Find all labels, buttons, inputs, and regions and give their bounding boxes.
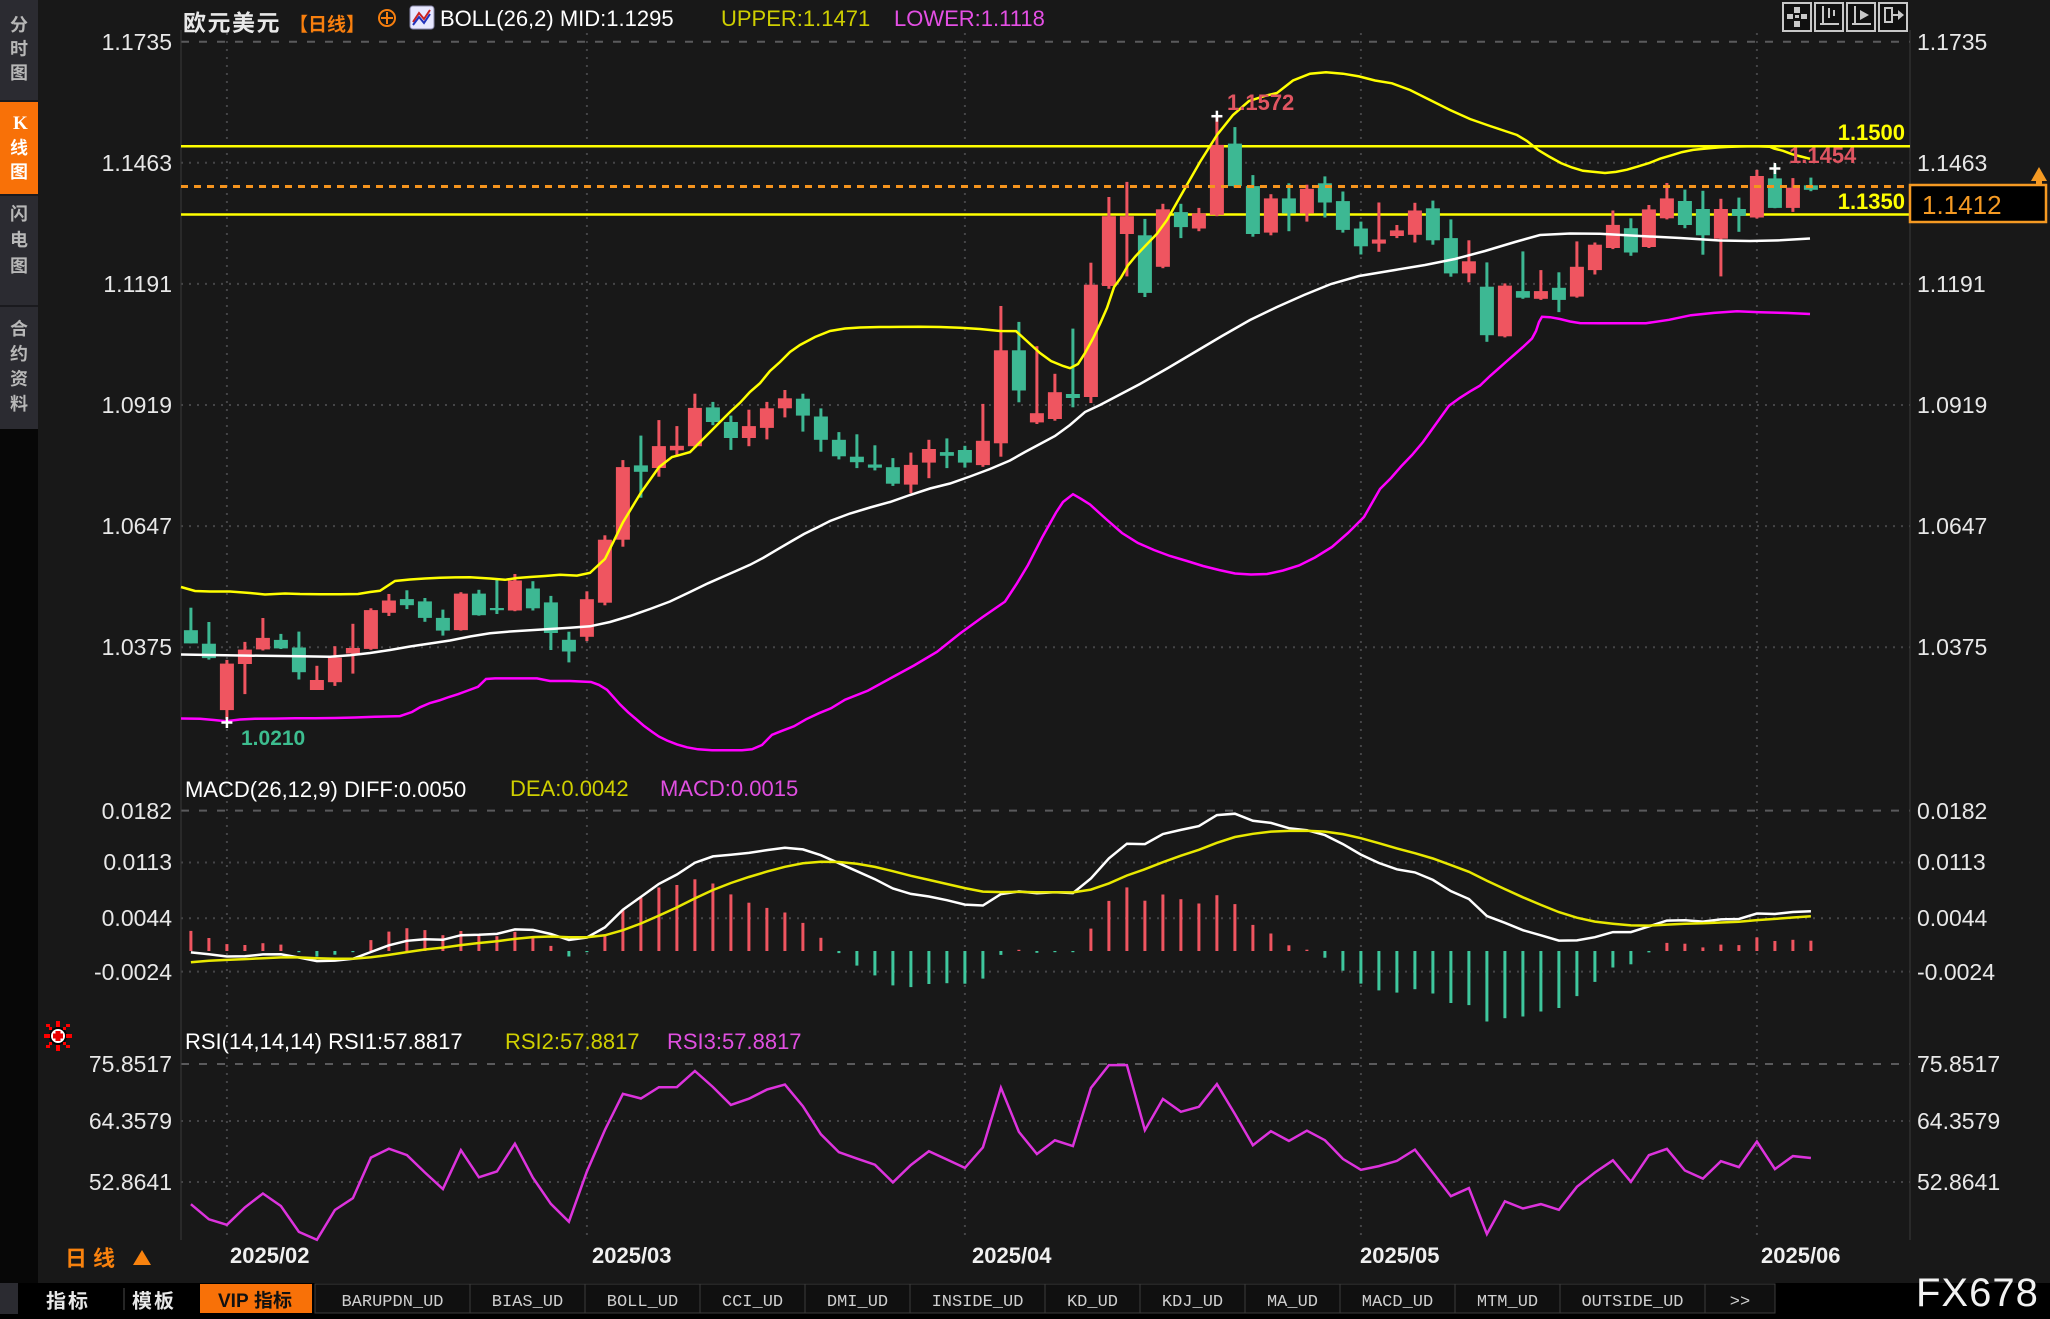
svg-text:1.1412: 1.1412: [1922, 190, 2002, 220]
svg-text:1.0919: 1.0919: [102, 392, 172, 418]
svg-text:0.0182: 0.0182: [102, 798, 172, 824]
svg-text:1.1463: 1.1463: [102, 150, 172, 176]
svg-text:2025/05: 2025/05: [1360, 1243, 1440, 1268]
svg-text:MA_UD: MA_UD: [1267, 1293, 1318, 1312]
svg-text:RSI2:57.8817: RSI2:57.8817: [505, 1029, 640, 1054]
svg-text:BIAS_UD: BIAS_UD: [492, 1293, 563, 1312]
svg-text:1.1350: 1.1350: [1838, 189, 1905, 214]
svg-text:75.8517: 75.8517: [1917, 1051, 2000, 1077]
svg-text:1.0647: 1.0647: [102, 513, 172, 539]
svg-text:>>: >>: [1730, 1293, 1750, 1312]
svg-text:OUTSIDE_UD: OUTSIDE_UD: [1581, 1293, 1683, 1312]
svg-text:1.1463: 1.1463: [1917, 150, 1987, 176]
svg-text:UPPER:1.1471: UPPER:1.1471: [721, 6, 870, 31]
svg-text:INSIDE_UD: INSIDE_UD: [932, 1293, 1024, 1312]
svg-text:MTM_UD: MTM_UD: [1477, 1293, 1538, 1312]
svg-text:MACD:0.0015: MACD:0.0015: [660, 776, 798, 801]
svg-text:-0.0024: -0.0024: [1917, 959, 1995, 985]
svg-text:DMI_UD: DMI_UD: [827, 1293, 888, 1312]
svg-text:KD_UD: KD_UD: [1067, 1293, 1118, 1312]
svg-text:64.3579: 64.3579: [1917, 1108, 2000, 1134]
svg-text:0.0044: 0.0044: [102, 905, 173, 931]
svg-text:52.8641: 52.8641: [1917, 1169, 2000, 1195]
svg-text:1.1500: 1.1500: [1838, 120, 1905, 145]
svg-text:52.8641: 52.8641: [89, 1169, 172, 1195]
svg-text:1.0375: 1.0375: [102, 634, 172, 660]
svg-text:KDJ_UD: KDJ_UD: [1162, 1293, 1223, 1312]
svg-text:BARUPDN_UD: BARUPDN_UD: [341, 1293, 443, 1312]
svg-text:LOWER:1.1118: LOWER:1.1118: [894, 6, 1045, 31]
svg-text:2025/06: 2025/06: [1761, 1243, 1841, 1268]
svg-text:-0.0024: -0.0024: [94, 959, 172, 985]
svg-text:1.1454: 1.1454: [1789, 143, 1857, 168]
svg-text:K: K: [13, 113, 28, 134]
svg-text:RSI3:57.8817: RSI3:57.8817: [667, 1029, 802, 1054]
svg-text:1.1735: 1.1735: [102, 29, 172, 55]
svg-text:1.1735: 1.1735: [1917, 29, 1987, 55]
svg-text:CCI_UD: CCI_UD: [722, 1293, 783, 1312]
svg-text:FX678: FX678: [1916, 1271, 2039, 1314]
svg-text:1.1191: 1.1191: [103, 271, 172, 297]
svg-text:1.0210: 1.0210: [241, 727, 305, 750]
svg-text:0.0182: 0.0182: [1917, 798, 1987, 824]
svg-text:MACD_UD: MACD_UD: [1362, 1293, 1433, 1312]
svg-text:2025/04: 2025/04: [972, 1243, 1052, 1268]
svg-text:BOLL_UD: BOLL_UD: [607, 1293, 678, 1312]
svg-text:2025/02: 2025/02: [230, 1243, 310, 1268]
svg-text:1.0919: 1.0919: [1917, 392, 1987, 418]
svg-text:1.1572: 1.1572: [1227, 90, 1294, 115]
svg-text:2025/03: 2025/03: [592, 1243, 672, 1268]
svg-text:0.0113: 0.0113: [103, 849, 172, 875]
svg-text:1.0375: 1.0375: [1917, 634, 1987, 660]
svg-text:MACD(26,12,9) DIFF:0.0050: MACD(26,12,9) DIFF:0.0050: [185, 777, 466, 802]
svg-text:BOLL(26,2) MID:1.1295: BOLL(26,2) MID:1.1295: [440, 6, 674, 31]
svg-text:1.0647: 1.0647: [1917, 513, 1987, 539]
svg-text:0.0044: 0.0044: [1917, 905, 1988, 931]
svg-text:VIP: VIP: [218, 1291, 249, 1312]
svg-text:RSI(14,14,14) RSI1:57.8817: RSI(14,14,14) RSI1:57.8817: [185, 1029, 463, 1054]
svg-text:1.1191: 1.1191: [1917, 271, 1986, 297]
svg-text:DEA:0.0042: DEA:0.0042: [510, 776, 629, 801]
svg-text:64.3579: 64.3579: [89, 1108, 172, 1134]
svg-text:0.0113: 0.0113: [1917, 849, 1986, 875]
svg-text:75.8517: 75.8517: [89, 1051, 172, 1077]
